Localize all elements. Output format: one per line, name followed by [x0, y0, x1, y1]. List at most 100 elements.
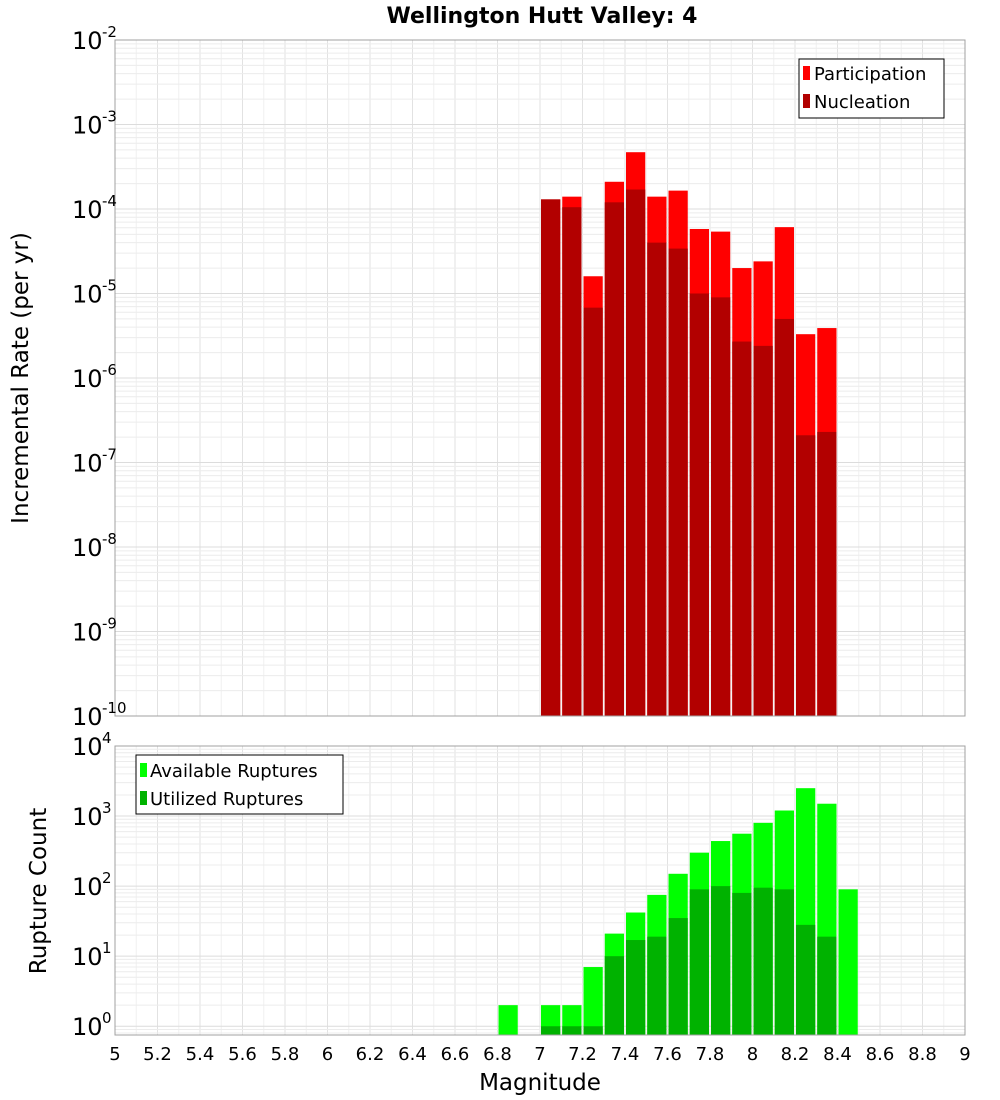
- y-tick-label: 10 2: [72, 869, 112, 901]
- y-tick-base: 10: [72, 365, 103, 393]
- available-legend-label: Available Ruptures: [150, 761, 318, 782]
- y-tick-exponent: -10: [102, 699, 127, 717]
- available-ruptures-bar: [838, 889, 858, 1035]
- count-plot-bars: [498, 788, 858, 1035]
- available-ruptures-bar: [583, 967, 603, 1035]
- available-legend-swatch: [140, 763, 147, 777]
- y-tick-label: 10 -2: [72, 23, 117, 55]
- y-tick-exponent: -9: [102, 615, 117, 633]
- x-tick-label: 5.2: [143, 1044, 172, 1065]
- y-tick-exponent: -3: [102, 108, 117, 126]
- y-tick-base: 10: [72, 873, 103, 901]
- y-tick-exponent: 2: [102, 869, 112, 887]
- y-tick-exponent: -2: [102, 23, 117, 41]
- nucleation-bar: [604, 202, 624, 716]
- utilized-ruptures-bar: [626, 940, 646, 1035]
- count-legend-box: [135, 754, 344, 815]
- x-tick-label: 8.8: [908, 1044, 937, 1065]
- y-tick-label: 10 -5: [72, 277, 117, 309]
- y-tick-label: 10 -7: [72, 446, 117, 478]
- x-tick-label: 6.2: [356, 1044, 385, 1065]
- x-tick-label: 5.4: [186, 1044, 215, 1065]
- utilized-ruptures-bar: [753, 887, 773, 1035]
- y-tick-label: 10 0: [72, 1009, 112, 1041]
- utilized-ruptures-bar: [604, 956, 624, 1035]
- y-tick-exponent: -7: [102, 446, 117, 464]
- utilized-ruptures-bar: [541, 1026, 561, 1035]
- y-tick-base: 10: [72, 534, 103, 562]
- utilized-ruptures-bar: [647, 936, 667, 1035]
- rate-legend-box: [798, 58, 945, 119]
- count-plot-frame: [114, 745, 966, 1036]
- nucleation-bar: [817, 431, 837, 716]
- y-tick-base: 10: [72, 112, 103, 140]
- y-tick-exponent: 4: [102, 729, 112, 747]
- participation-legend-swatch: [803, 66, 810, 80]
- rate-y-axis-label: Incremental Rate (per yr): [8, 232, 34, 524]
- y-tick-exponent: -5: [102, 277, 117, 295]
- y-tick-label: 10 -8: [72, 530, 117, 562]
- y-tick-base: 10: [72, 1013, 103, 1041]
- y-tick-base: 10: [72, 281, 103, 309]
- utilized-ruptures-bar: [796, 924, 816, 1035]
- x-tick-label: 5: [109, 1044, 120, 1065]
- y-tick-exponent: -6: [102, 361, 117, 379]
- utilized-legend-swatch: [140, 791, 147, 805]
- y-tick-label: 10 -4: [72, 192, 117, 224]
- x-tick-label: 8.2: [781, 1044, 810, 1065]
- rate-plot-bars: [541, 152, 837, 717]
- y-tick-base: 10: [72, 733, 103, 761]
- utilized-ruptures-bar: [583, 1026, 603, 1035]
- nucleation-bar: [753, 345, 773, 716]
- nucleation-bar: [626, 189, 646, 716]
- y-tick-base: 10: [72, 703, 103, 731]
- y-tick-exponent: -8: [102, 530, 117, 548]
- utilized-legend-label: Utilized Ruptures: [150, 789, 303, 810]
- x-tick-label: 5.8: [271, 1044, 300, 1065]
- x-tick-label: 8.6: [866, 1044, 895, 1065]
- y-tick-label: 10 -6: [72, 361, 117, 393]
- nucleation-bar: [711, 297, 731, 716]
- y-tick-exponent: -4: [102, 192, 117, 210]
- nucleation-bar: [774, 318, 794, 716]
- rate-plot-frame: [114, 39, 966, 717]
- y-tick-base: 10: [72, 619, 103, 647]
- utilized-ruptures-bar: [817, 936, 837, 1035]
- x-tick-label: 5.6: [228, 1044, 257, 1065]
- nucleation-bar: [583, 307, 603, 716]
- utilized-ruptures-bar: [689, 889, 709, 1035]
- available-ruptures-bar: [498, 1005, 518, 1035]
- nucleation-legend-swatch: [803, 94, 810, 108]
- nucleation-bar: [647, 242, 667, 717]
- participation-legend-label: Participation: [814, 64, 926, 85]
- x-tick-label: 6.8: [483, 1044, 512, 1065]
- y-tick-base: 10: [72, 450, 103, 478]
- nucleation-bar: [796, 435, 816, 716]
- utilized-ruptures-bar: [774, 889, 794, 1035]
- x-tick-label: 7: [534, 1044, 545, 1065]
- nucleation-bar: [689, 293, 709, 716]
- nucleation-bar: [562, 207, 582, 716]
- rate-plot-grid: [114, 39, 966, 717]
- x-tick-label: 7.6: [653, 1044, 682, 1065]
- x-tick-label: 6.6: [441, 1044, 470, 1065]
- nucleation-bar: [541, 199, 561, 717]
- x-tick-label: 8: [747, 1044, 758, 1065]
- rate-legend: Participation Nucleation: [798, 58, 945, 119]
- y-tick-label: 10 -9: [72, 615, 117, 647]
- y-tick-base: 10: [72, 196, 103, 224]
- x-tick-label: 7.8: [696, 1044, 725, 1065]
- utilized-ruptures-bar: [711, 886, 731, 1035]
- utilized-ruptures-bar: [668, 918, 688, 1035]
- y-tick-label: 10 1: [72, 939, 112, 971]
- y-tick-label: 10 4: [72, 729, 112, 761]
- y-tick-exponent: 0: [102, 1009, 112, 1027]
- x-tick-label: 9: [959, 1044, 970, 1065]
- magnitude-x-ticks: 5 5.2 5.4 5.6 5.8 6 6.2 6.4 6.6 6.8 7 7.2 7.4 7.6 7.8 8…: [109, 1044, 970, 1065]
- count-legend: Available Ruptures Utilized Ruptures: [135, 754, 344, 815]
- y-tick-label: 10 -3: [72, 108, 117, 140]
